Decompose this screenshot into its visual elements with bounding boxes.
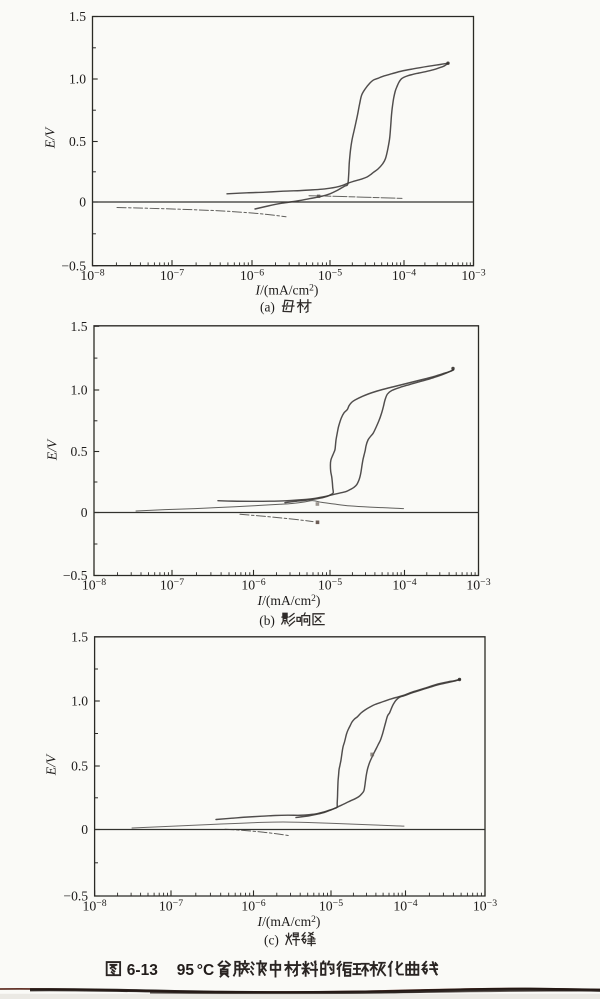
svg-text:95: 95 [177,962,195,979]
svg-text:I/(mA/cm2): I/(mA/cm2) [257,593,321,609]
svg-text:0: 0 [81,822,88,837]
svg-text:E/V: E/V [43,126,58,149]
svg-text:0.5: 0.5 [71,759,88,774]
svg-text:−0.5: −0.5 [63,889,88,904]
svg-text:6-13: 6-13 [127,962,158,979]
svg-text:1.5: 1.5 [69,9,86,24]
svg-text:0: 0 [79,195,86,210]
svg-text:I/(mA/cm2): I/(mA/cm2) [255,283,319,299]
svg-text:0.5: 0.5 [71,444,88,459]
svg-text:I/(mA/cm2): I/(mA/cm2) [257,914,321,930]
svg-text:(a): (a) [260,299,275,314]
svg-text:1.5: 1.5 [71,319,88,334]
svg-text:(c): (c) [264,932,279,947]
svg-text:−0.5: −0.5 [61,258,86,273]
svg-text:E/V: E/V [44,753,59,776]
svg-text:1.5: 1.5 [71,630,88,645]
svg-text:0: 0 [81,505,88,520]
svg-text:E/V: E/V [45,438,60,461]
svg-text:1.0: 1.0 [71,694,88,709]
svg-text:(b): (b) [259,613,275,628]
svg-text:−0.5: −0.5 [63,568,88,583]
svg-text:1.0: 1.0 [71,383,88,398]
svg-text:1.0: 1.0 [69,72,86,87]
svg-text:°C: °C [197,962,214,979]
svg-text:0.5: 0.5 [69,134,86,149]
